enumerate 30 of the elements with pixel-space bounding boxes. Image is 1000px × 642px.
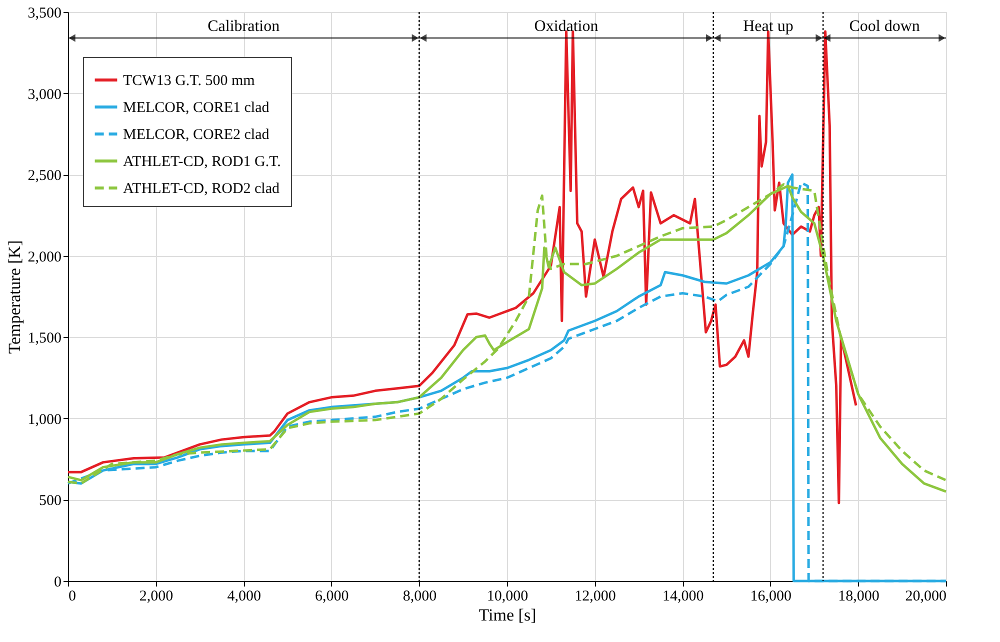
x-tick-label: 4,000 bbox=[227, 588, 261, 604]
y-tick-label: 0 bbox=[54, 574, 62, 590]
x-tick-label: 20,000 bbox=[905, 588, 946, 604]
x-tick-label: 12,000 bbox=[574, 588, 616, 604]
x-tick-label: 0 bbox=[68, 588, 76, 604]
x-tick-label: 14,000 bbox=[662, 588, 704, 604]
y-tick-label: 3,500 bbox=[28, 6, 62, 22]
y-tick-label: 3,000 bbox=[28, 86, 62, 103]
x-tick-label: 16,000 bbox=[750, 588, 792, 604]
x-axis-title: Time [s] bbox=[478, 606, 536, 624]
x-tick-label: 2,000 bbox=[139, 588, 174, 604]
annotation: Oxidation bbox=[534, 18, 598, 35]
y-axis-title: Temperature [K] bbox=[4, 240, 24, 354]
x-tick-label: 18,000 bbox=[838, 588, 880, 604]
legend-label: ATHLET-CD, ROD1 G.T. bbox=[123, 154, 281, 170]
annotation: Cool down bbox=[849, 18, 920, 35]
x-tick-label: 10,000 bbox=[486, 588, 528, 604]
x-tick-label: 8,000 bbox=[402, 588, 437, 604]
y-tick-label: 2,500 bbox=[28, 168, 62, 184]
y-tick-label: 1,500 bbox=[28, 330, 62, 347]
legend-label: MELCOR, CORE1 clad bbox=[123, 100, 270, 116]
annotation: Heat up bbox=[743, 18, 794, 35]
x-tick-label: 6,000 bbox=[315, 588, 349, 604]
legend-label: MELCOR, CORE2 clad bbox=[123, 127, 270, 143]
legend-label: TCW13 G.T. 500 mm bbox=[123, 73, 256, 89]
annotation: Calibration bbox=[208, 18, 280, 35]
y-tick-label: 2,000 bbox=[28, 249, 62, 266]
y-tick-label: 500 bbox=[39, 493, 62, 510]
legend-label: ATHLET-CD, ROD2 clad bbox=[123, 181, 280, 197]
y-tick-label: 1,000 bbox=[28, 412, 62, 428]
